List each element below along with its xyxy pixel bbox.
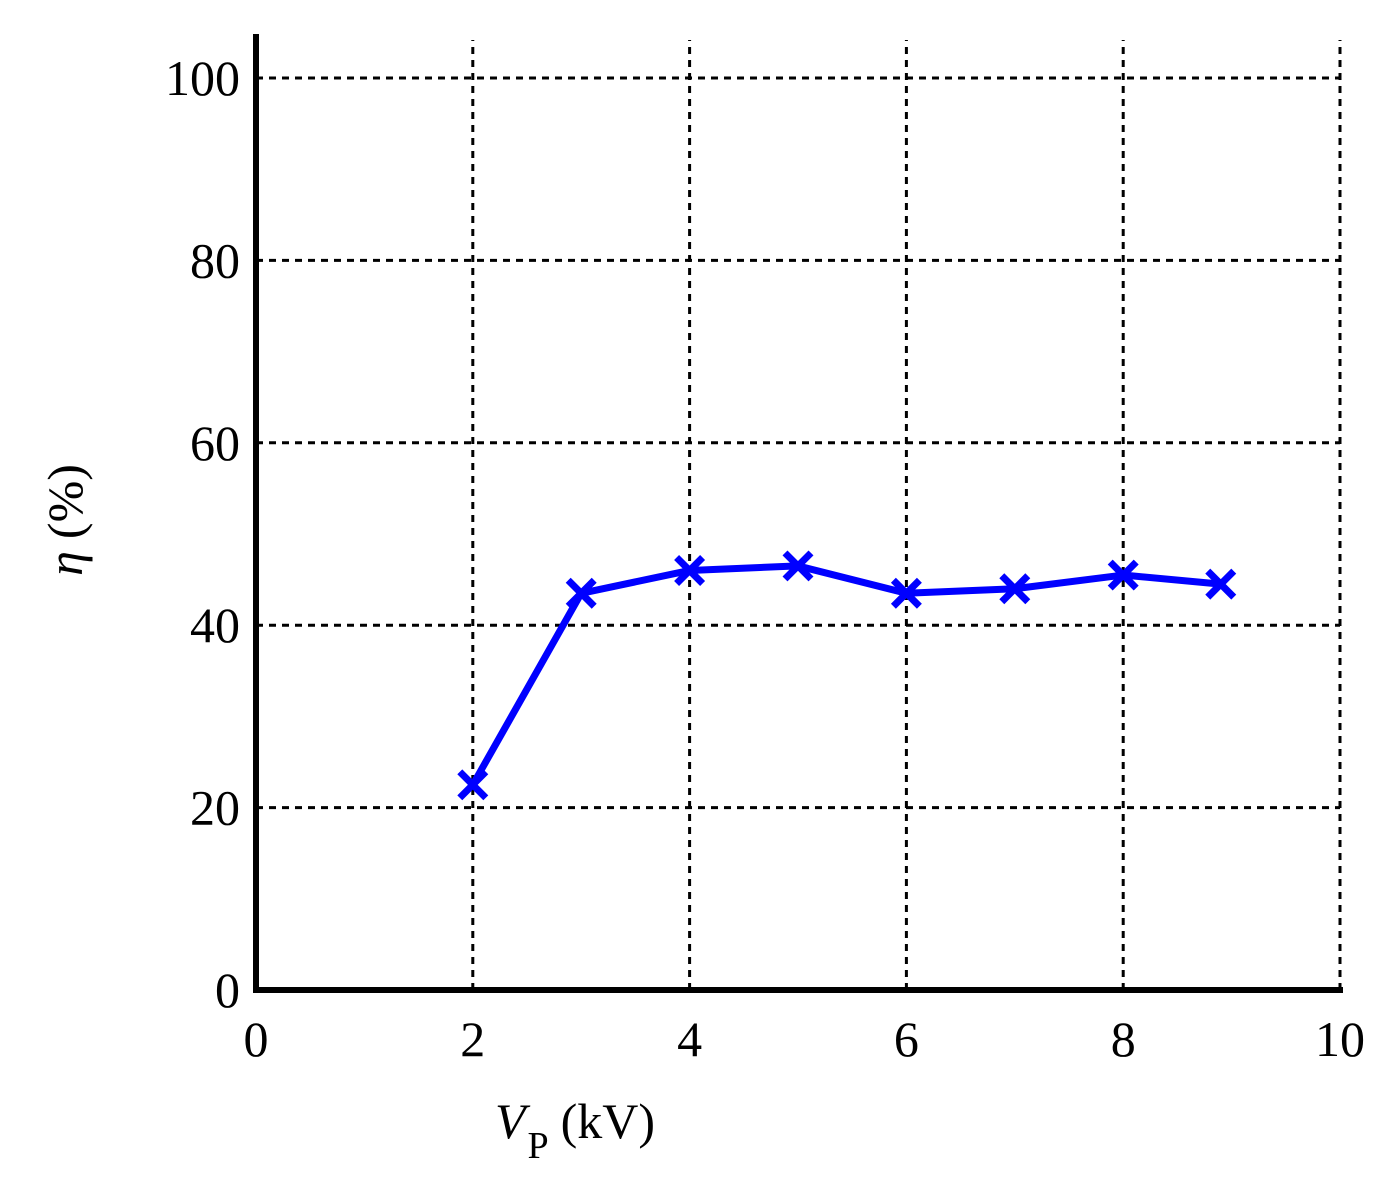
x-tick-label: 8 <box>1111 1011 1136 1067</box>
data-point-marker <box>565 577 597 609</box>
y-tick-label: 20 <box>190 780 240 836</box>
x-axis-subscript: P <box>527 1125 548 1167</box>
series-line <box>469 562 1222 787</box>
y-axis-unit: (%) <box>37 464 93 539</box>
x-tick-label: 10 <box>1315 1011 1365 1067</box>
data-point-marker <box>782 550 814 582</box>
x-tick-label: 0 <box>244 1011 269 1067</box>
data-point-marker <box>890 577 922 609</box>
y-tick-label: 0 <box>215 962 240 1018</box>
y-tick-label: 40 <box>190 597 240 653</box>
y-axis-title: η (%) <box>37 464 93 576</box>
y-axis-symbol: η <box>37 551 93 576</box>
x-tick-label: 2 <box>460 1011 485 1067</box>
x-tick-label: 4 <box>677 1011 702 1067</box>
y-tick-label: 100 <box>165 50 240 106</box>
y-tick-label: 80 <box>190 232 240 288</box>
x-tick-label: 6 <box>894 1011 919 1067</box>
y-tick-label: 60 <box>190 415 240 471</box>
data-point-marker <box>1107 559 1139 591</box>
x-axis-symbol: V <box>495 1093 531 1149</box>
axes <box>253 34 1343 993</box>
x-tick-labels: 0 2 4 6 8 10 <box>244 1011 1366 1067</box>
data-point-marker <box>999 573 1031 605</box>
data-series <box>457 550 1237 801</box>
data-point-marker <box>674 555 706 586</box>
x-axis-title: VP (kV) <box>495 1093 655 1167</box>
x-axis-unit: (kV) <box>561 1093 655 1149</box>
data-point-marker <box>457 769 489 801</box>
grid-lines <box>256 40 1342 990</box>
y-tick-labels: 0 20 40 60 80 100 <box>165 50 240 1018</box>
data-point-marker <box>1205 568 1237 600</box>
